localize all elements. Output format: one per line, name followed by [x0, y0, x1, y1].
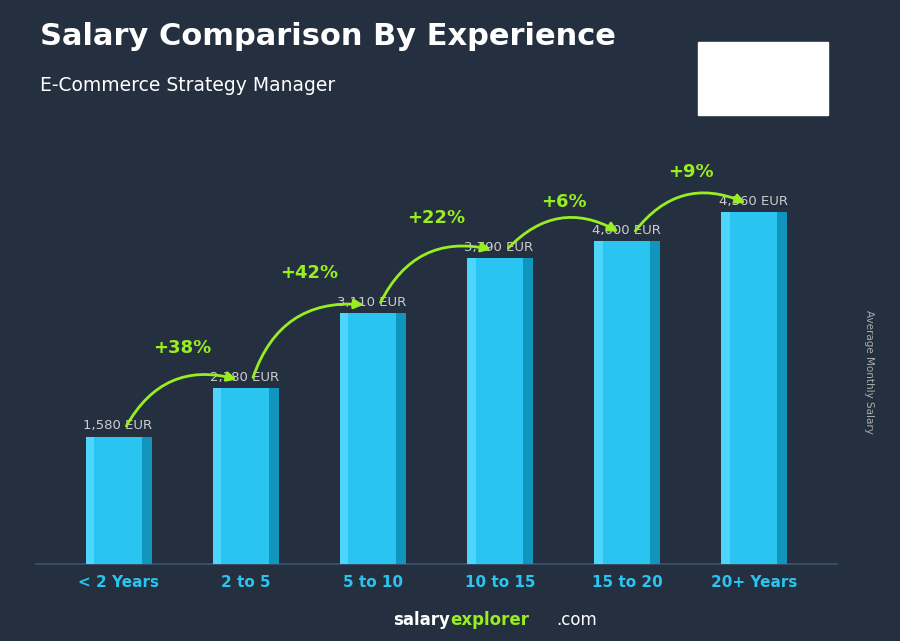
- Text: +6%: +6%: [541, 192, 587, 210]
- Bar: [523, 258, 533, 564]
- Bar: [594, 241, 661, 564]
- Text: +38%: +38%: [153, 340, 211, 358]
- Bar: [721, 212, 788, 564]
- Text: 4,360 EUR: 4,360 EUR: [719, 195, 788, 208]
- Bar: [721, 212, 730, 564]
- Bar: [651, 241, 661, 564]
- Text: 4,000 EUR: 4,000 EUR: [591, 224, 661, 237]
- Bar: [778, 212, 788, 564]
- Text: 3,110 EUR: 3,110 EUR: [338, 296, 407, 308]
- Text: +42%: +42%: [280, 264, 338, 283]
- Bar: [86, 437, 94, 564]
- Text: salary: salary: [393, 612, 450, 629]
- Text: Average Monthly Salary: Average Monthly Salary: [863, 310, 874, 434]
- Text: +9%: +9%: [668, 163, 714, 181]
- Bar: [467, 258, 475, 564]
- Text: .com: .com: [556, 612, 597, 629]
- Text: E-Commerce Strategy Manager: E-Commerce Strategy Manager: [40, 76, 336, 95]
- Bar: [142, 437, 152, 564]
- Text: Salary Comparison By Experience: Salary Comparison By Experience: [40, 22, 616, 51]
- Bar: [396, 313, 406, 564]
- Text: +22%: +22%: [408, 210, 465, 228]
- Bar: [212, 388, 221, 564]
- Bar: [269, 388, 279, 564]
- Text: 2,180 EUR: 2,180 EUR: [211, 370, 279, 384]
- Bar: [594, 241, 603, 564]
- Text: explorer: explorer: [450, 612, 529, 629]
- Text: 3,790 EUR: 3,790 EUR: [464, 241, 534, 254]
- Bar: [467, 258, 533, 564]
- Bar: [86, 437, 152, 564]
- Text: 1,580 EUR: 1,580 EUR: [83, 419, 152, 432]
- Bar: [340, 313, 348, 564]
- Bar: [212, 388, 279, 564]
- Bar: [340, 313, 406, 564]
- Polygon shape: [720, 63, 809, 80]
